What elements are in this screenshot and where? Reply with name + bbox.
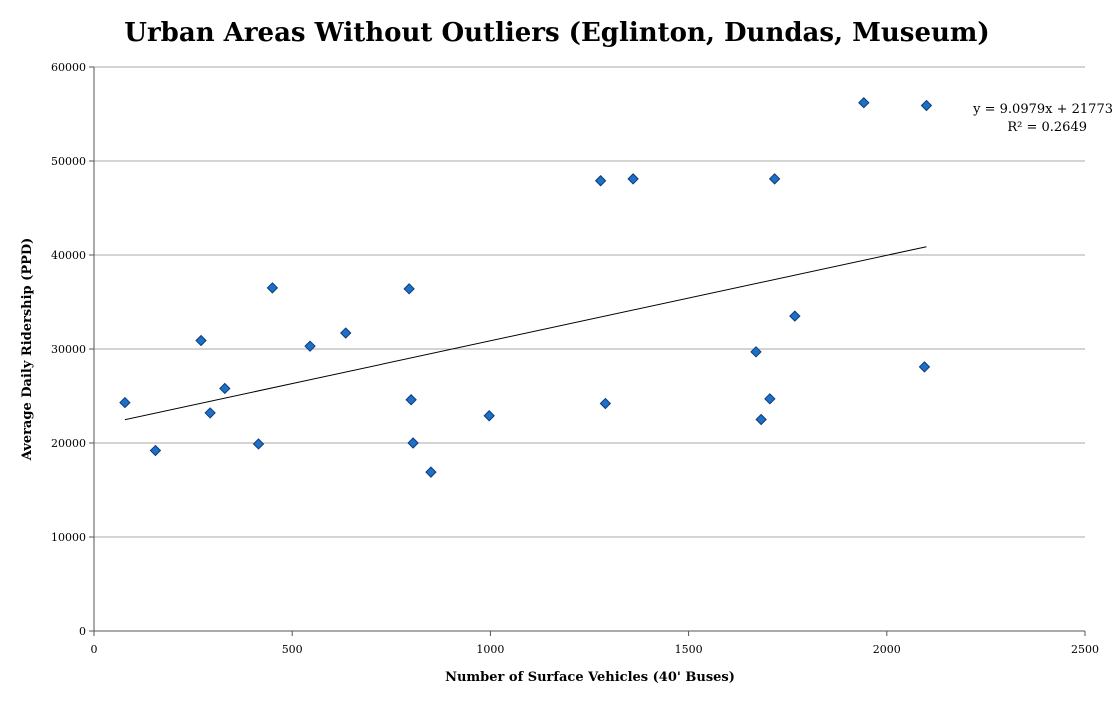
chart-title: Urban Areas Without Outliers (Eglinton, … [124,18,989,48]
data-point-1 [149,444,162,457]
data-point-14 [594,175,607,187]
x-axis-label: Number of Surface Vehicles (40' Buses) [445,670,735,685]
x-axis-ticks: 0 500 1000 1500 2000 2500 [91,631,1099,656]
data-point-10 [405,394,417,406]
x-tick-label-4: 2000 [873,643,901,656]
y-axis-label: Average Daily Ridership (PPD) [20,238,35,462]
trendline-layer [124,246,927,421]
x-tick-label-2: 1000 [476,643,504,656]
data-point-0 [119,396,131,409]
data-point-18 [755,413,767,426]
y-tick-label-0: 0 [79,625,86,638]
y-tick-label-5: 50000 [51,155,86,168]
data-point-15 [599,397,612,410]
x-tick-label-0: 0 [91,643,98,656]
data-point-16 [627,173,639,185]
data-point-20 [768,173,781,185]
data-point-5 [252,438,265,450]
data-point-4 [219,382,231,395]
gridlines [94,66,1085,538]
y-tick-label-4: 40000 [51,249,86,262]
data-point-17 [750,346,762,358]
trendline-r-squared: R² = 0.2649 [1007,120,1087,135]
data-point-13 [483,410,495,422]
data-point-2 [195,334,207,347]
data-point-8 [340,327,352,339]
data-point-3 [204,407,216,419]
y-tick-label-3: 30000 [51,343,86,356]
data-point-22 [858,97,870,109]
data-point-12 [425,466,437,478]
data-point-7 [304,340,316,352]
data-point-24 [920,99,933,112]
data-point-23 [918,361,931,373]
data-point-11 [407,437,419,449]
data-points [119,97,933,478]
x-tick-label-5: 2500 [1071,643,1099,656]
x-tick-label-3: 1500 [675,643,703,656]
trendline [124,246,927,421]
y-tick-label-2: 20000 [51,437,86,450]
data-point-21 [789,310,801,322]
trendline-equation: y = 9.0979x + 21773 [972,102,1113,117]
data-point-19 [764,393,776,405]
y-tick-label-1: 10000 [51,531,86,544]
y-tick-label-6: 60000 [51,61,86,74]
data-point-6 [266,282,279,294]
x-tick-label-1: 500 [282,643,303,656]
y-axis-ticks: 0 10000 20000 30000 40000 50000 60000 [51,61,94,638]
data-point-9 [403,283,415,295]
